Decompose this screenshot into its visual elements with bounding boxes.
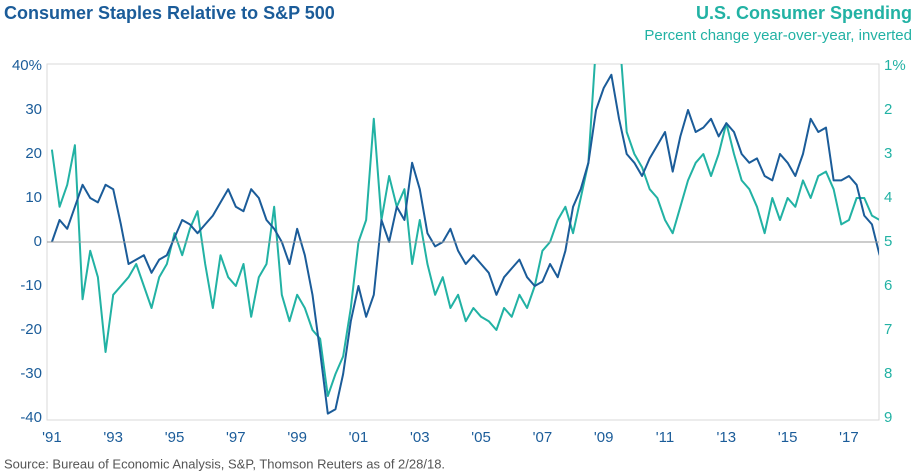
x-tick-label: '15 bbox=[778, 429, 798, 446]
x-tick-label: '99 bbox=[287, 429, 307, 446]
y2-tick-label: 4 bbox=[884, 189, 892, 206]
y-tick-label: 20 bbox=[25, 145, 42, 162]
y-tick-label: 30 bbox=[25, 101, 42, 118]
y-tick-label: -40 bbox=[20, 409, 42, 426]
y-tick-label: 10 bbox=[25, 189, 42, 206]
x-tick-label: '07 bbox=[533, 429, 553, 446]
y2-title: U.S. Consumer Spending bbox=[696, 3, 912, 23]
x-tick-label: '09 bbox=[594, 429, 614, 446]
x-tick-label: '95 bbox=[165, 429, 185, 446]
y2-tick-label: 6 bbox=[884, 277, 892, 294]
x-tick-label: '03 bbox=[410, 429, 430, 446]
source: Source: Bureau of Economic Analysis, S&P… bbox=[4, 456, 445, 471]
y2-tick-label: 5 bbox=[884, 233, 892, 250]
x-tick-label: '13 bbox=[717, 429, 737, 446]
y-tick-label: 40% bbox=[12, 57, 42, 74]
x-tick-label: '17 bbox=[839, 429, 859, 446]
x-tick-label: '11 bbox=[656, 429, 674, 446]
y2-tick-label: 1% bbox=[884, 57, 906, 74]
series-line bbox=[50, 64, 879, 397]
y2-tick-label: 8 bbox=[884, 365, 892, 382]
y-tick-label: -20 bbox=[20, 321, 42, 338]
y2-tick-label: 2 bbox=[884, 101, 892, 118]
y-tick-label: -10 bbox=[20, 277, 42, 294]
y-tick-label: 0 bbox=[34, 233, 42, 250]
x-tick-label: '91 bbox=[42, 429, 62, 446]
y2-tick-label: 3 bbox=[884, 145, 892, 162]
y-tick-label: -30 bbox=[20, 365, 42, 382]
x-tick-label: '97 bbox=[226, 429, 246, 446]
chart-title: Consumer Staples Relative to S&P 500 bbox=[4, 3, 335, 23]
y2-subtitle: Percent change year-over-year, inverted bbox=[644, 27, 912, 44]
y2-tick-label: 7 bbox=[884, 321, 892, 338]
x-tick-label: '93 bbox=[103, 429, 123, 446]
y2-tick-label: 9 bbox=[884, 409, 892, 426]
x-tick-label: '05 bbox=[471, 429, 491, 446]
x-tick-label: '01 bbox=[349, 429, 369, 446]
series-line bbox=[50, 73, 879, 415]
